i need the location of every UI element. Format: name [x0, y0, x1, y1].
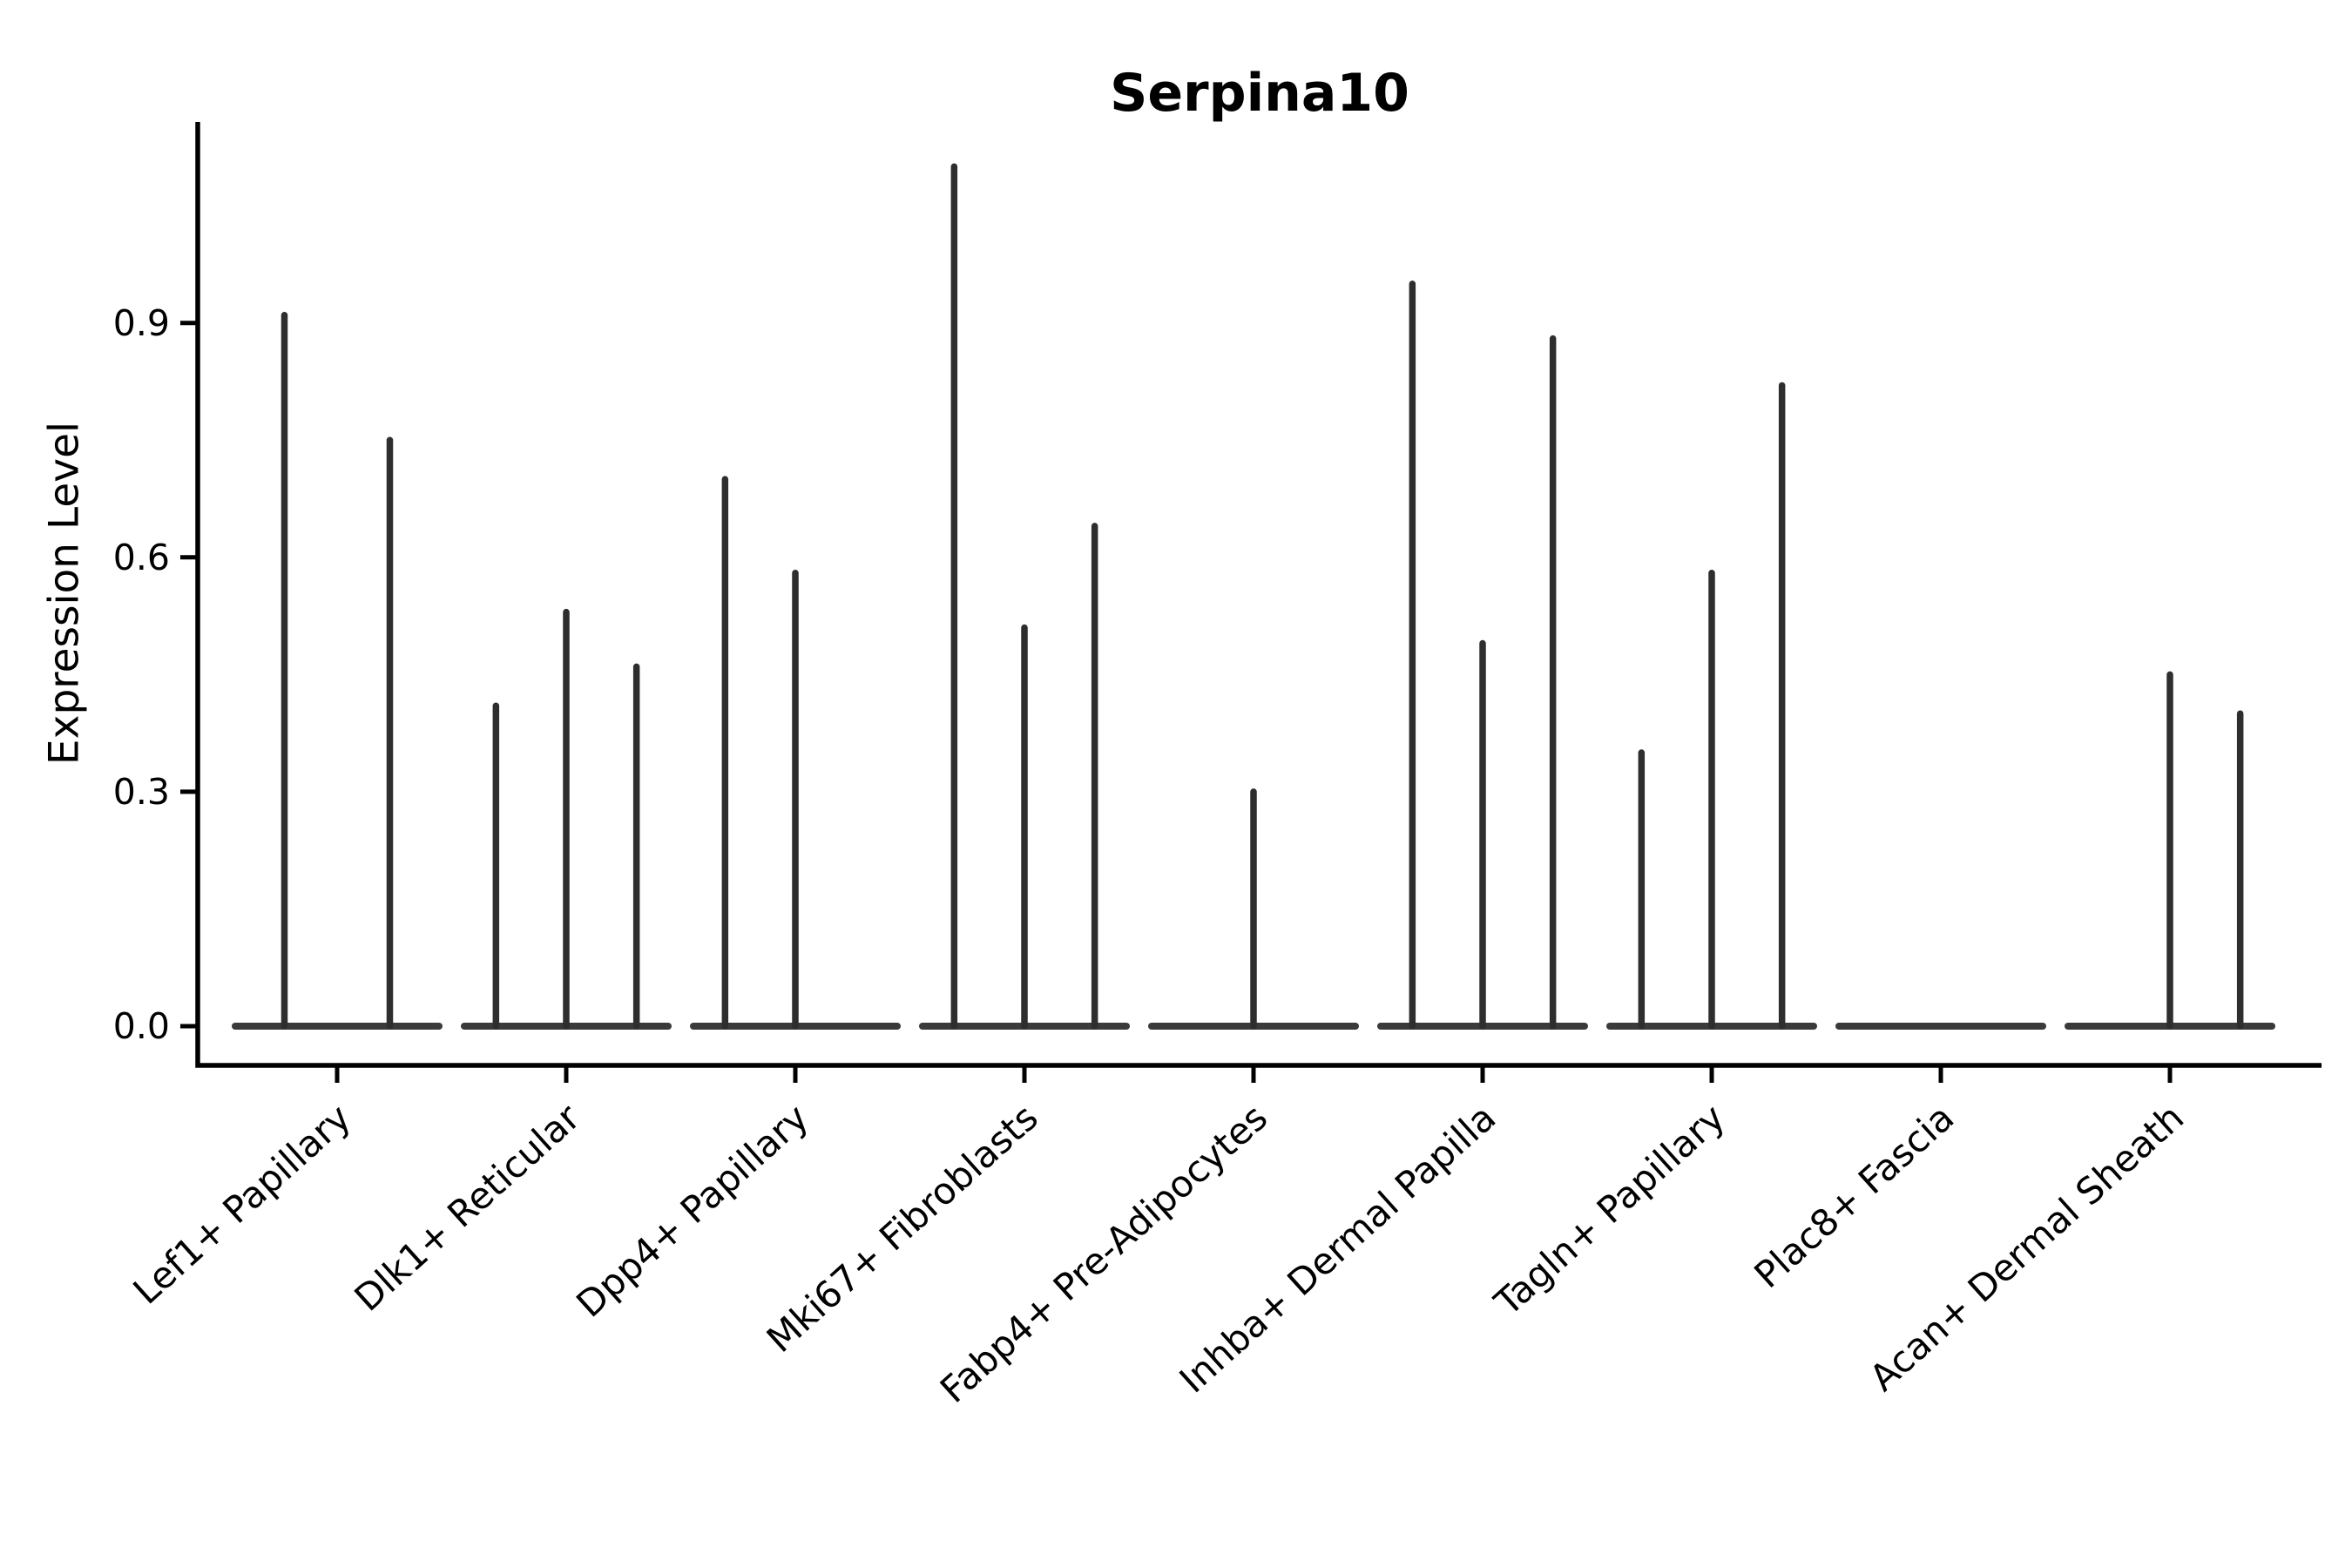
y-axis-label: Expression Level: [40, 421, 89, 766]
chart-title: Serpina10: [1110, 63, 1409, 124]
y-tick-label: 0.0: [112, 1005, 170, 1047]
violin-base: [1835, 1023, 2046, 1030]
y-tick-label: 0.6: [112, 536, 170, 578]
violin-base: [232, 1023, 443, 1030]
y-tick-label: 0.3: [112, 770, 170, 813]
y-tick-label: 0.9: [112, 301, 170, 344]
axis-spines: [195, 122, 2322, 1068]
